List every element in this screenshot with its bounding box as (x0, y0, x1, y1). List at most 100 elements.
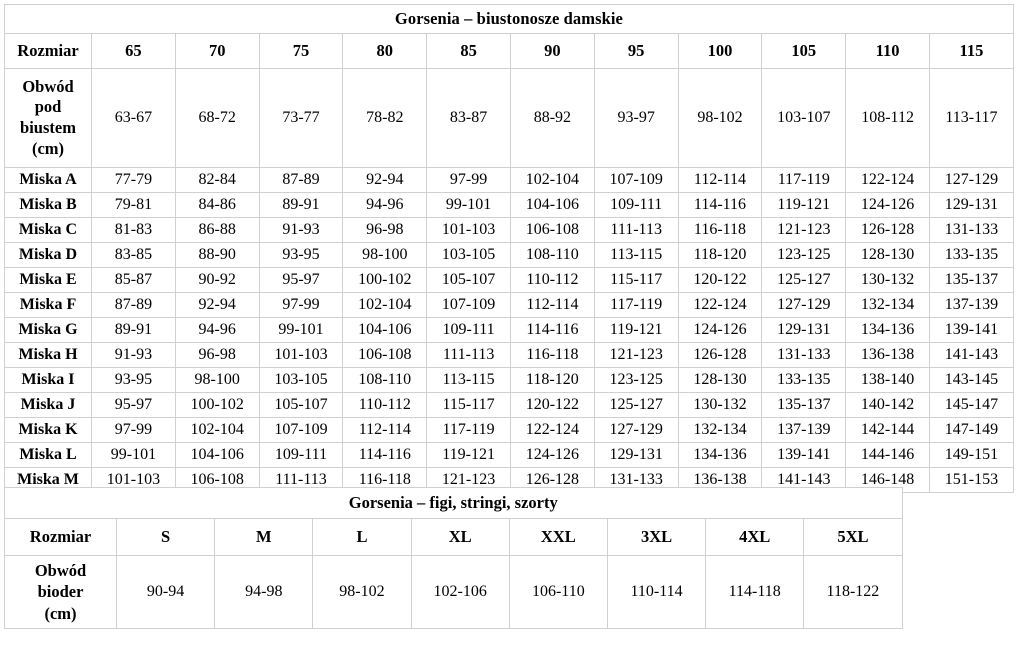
underbust-value-cell: 88-92 (509, 68, 595, 168)
bra-size-table: Gorsenia – biustonosze damskie Rozmiar 65 7… (4, 4, 1014, 493)
cup-value-cell: 127-129 (761, 292, 847, 318)
cup-value-cell: 102-104 (174, 417, 260, 443)
cup-value-cell: 151-153 (928, 467, 1014, 493)
cup-value-cell: 105-107 (258, 392, 344, 418)
hips-value-cell: 110-114 (606, 555, 707, 629)
cup-value-cell: 103-105 (258, 367, 344, 393)
underbust-value-cell: 98-102 (677, 68, 763, 168)
cup-value-cell: 110-112 (342, 392, 428, 418)
brief-column-header: M (214, 518, 314, 556)
cup-value-cell: 91-93 (258, 217, 344, 243)
cup-value-cell: 122-124 (509, 417, 595, 443)
cup-value-cell: 85-87 (91, 267, 176, 293)
cup-value-cell: 139-141 (928, 317, 1014, 343)
cup-row-label: Miska J (4, 392, 92, 418)
table-row: Miska L 99-101 104-106 109-111 114-116 119-12… (4, 442, 1014, 468)
cup-value-cell: 125-127 (593, 392, 679, 418)
bra-column-header: 115 (928, 33, 1014, 69)
bra-table-title: Gorsenia – biustonosze damskie (4, 4, 1014, 34)
cup-value-cell: 118-120 (509, 367, 595, 393)
cup-value-cell: 106-108 (342, 342, 428, 368)
underbust-label-line: (cm) (31, 138, 65, 158)
cup-value-cell: 126-128 (677, 342, 763, 368)
cup-value-cell: 107-109 (258, 417, 344, 443)
cup-value-cell: 119-121 (761, 192, 847, 218)
cup-value-cell: 116-118 (677, 217, 763, 243)
cup-value-cell: 94-96 (342, 192, 428, 218)
hips-value-cell: 106-110 (508, 555, 608, 629)
cup-value-cell: 124-126 (845, 192, 930, 218)
bra-row-header-label: Rozmiar (4, 33, 92, 69)
cup-value-cell: 86-88 (174, 217, 260, 243)
hips-label-line: (cm) (44, 603, 77, 623)
table-row: Miska E 85-87 90-92 95-97 100-102 105-107 110-… (4, 267, 1014, 293)
hips-value-cell: 114-118 (705, 555, 805, 629)
hips-value-cell: 102-106 (410, 555, 510, 629)
cup-value-cell: 83-85 (91, 242, 176, 268)
underbust-value-cell: 93-97 (593, 68, 679, 168)
cup-value-cell: 94-96 (174, 317, 260, 343)
hips-row-label: Obwód bioder (cm) (4, 555, 117, 629)
cup-value-cell: 111-113 (593, 217, 679, 243)
cup-value-cell: 104-106 (509, 192, 595, 218)
cup-value-cell: 77-79 (91, 167, 176, 193)
cup-value-cell: 120-122 (677, 267, 763, 293)
cup-value-cell: 125-127 (761, 267, 847, 293)
table-row: Miska F 87-89 92-94 97-99 102-104 107-109 112-… (4, 292, 1014, 318)
cup-row-label: Miska A (4, 167, 92, 193)
table-row: Miska H 91-93 96-98 101-103 106-108 111-113 11… (4, 342, 1014, 368)
cup-value-cell: 87-89 (258, 167, 344, 193)
underbust-value-cell: 103-107 (761, 68, 847, 168)
underbust-label-line: Obwód (22, 76, 74, 96)
cup-value-cell: 89-91 (258, 192, 344, 218)
cup-value-cell: 93-95 (91, 367, 176, 393)
cup-value-cell: 91-93 (91, 342, 176, 368)
table-row: Miska G 89-91 94-96 99-101 104-106 109-111 114… (4, 317, 1014, 343)
cup-value-cell: 93-95 (258, 242, 344, 268)
cup-value-cell: 97-99 (91, 417, 176, 443)
brief-column-header: XXL (508, 518, 608, 556)
bra-column-header: 85 (426, 33, 511, 69)
cup-value-cell: 129-131 (593, 442, 679, 468)
brief-size-table: Gorsenia – figi, stringi, szorty Rozmiar S… (4, 487, 903, 629)
cup-value-cell: 101-103 (426, 217, 511, 243)
cup-value-cell: 127-129 (928, 167, 1014, 193)
cup-value-cell: 79-81 (91, 192, 176, 218)
cup-value-cell: 117-119 (426, 417, 511, 443)
brief-column-header: 4XL (705, 518, 805, 556)
cup-value-cell: 114-116 (342, 442, 428, 468)
cup-value-cell: 139-141 (761, 442, 847, 468)
cup-value-cell: 126-128 (845, 217, 930, 243)
cup-value-cell: 117-119 (761, 167, 847, 193)
underbust-row: Obwód pod biustem (cm) 63-67 68-72 73-77 78-82 8… (4, 68, 1014, 168)
cup-value-cell: 120-122 (509, 392, 595, 418)
cup-value-cell: 109-111 (593, 192, 679, 218)
cup-value-cell: 131-133 (928, 217, 1014, 243)
cup-value-cell: 116-118 (509, 342, 595, 368)
cup-value-cell: 100-102 (342, 267, 428, 293)
cup-value-cell: 81-83 (91, 217, 176, 243)
underbust-label-line: biustem (20, 118, 76, 137)
brief-column-header: XL (410, 518, 510, 556)
cup-value-cell: 132-134 (845, 292, 930, 318)
cup-row-label: Miska D (4, 242, 92, 268)
cup-value-cell: 96-98 (174, 342, 260, 368)
cup-row-label: Miska I (4, 367, 92, 393)
brief-column-header-row: Rozmiar S M L XL XXL 3XL 4XL 5XL (4, 518, 903, 556)
cup-value-cell: 127-129 (593, 417, 679, 443)
cup-value-cell: 99-101 (258, 317, 344, 343)
cup-value-cell: 122-124 (677, 292, 763, 318)
cup-value-cell: 143-145 (928, 367, 1014, 393)
cup-value-cell: 137-139 (928, 292, 1014, 318)
bra-column-header: 80 (342, 33, 428, 69)
cup-value-cell: 141-143 (928, 342, 1014, 368)
cup-value-cell: 137-139 (761, 417, 847, 443)
cup-value-cell: 108-110 (342, 367, 428, 393)
table-row: Miska I 93-95 98-100 103-105 108-110 113-115 1… (4, 367, 1014, 393)
hips-label-line: Obwód (34, 560, 87, 580)
cup-value-cell: 124-126 (509, 442, 595, 468)
cup-value-cell: 145-147 (928, 392, 1014, 418)
cup-value-cell: 104-106 (342, 317, 428, 343)
cup-value-cell: 102-104 (342, 292, 428, 318)
